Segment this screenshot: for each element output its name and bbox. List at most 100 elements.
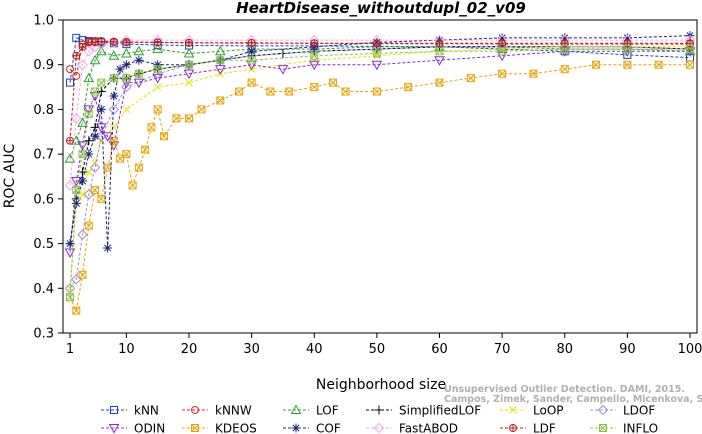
series-line-kdeos bbox=[69, 64, 690, 313]
data-point-cof bbox=[90, 131, 100, 141]
watermark-citation: Unsupervised Outlier Detection. DAMI, 20… bbox=[444, 384, 685, 395]
legend-label-knnw: kNNW bbox=[215, 404, 252, 418]
data-point-ldof bbox=[121, 81, 132, 93]
series-line-knn bbox=[69, 37, 691, 83]
data-point-ldf bbox=[372, 39, 381, 48]
data-point-inflo bbox=[435, 47, 444, 56]
data-point-kdeos bbox=[435, 78, 444, 87]
data-point-kdeos bbox=[560, 65, 569, 74]
data-point-cof bbox=[96, 104, 106, 114]
data-point-kdeos bbox=[654, 60, 663, 69]
data-point-lof bbox=[152, 43, 164, 54]
data-point-fastabod bbox=[64, 180, 76, 191]
data-point-loop bbox=[109, 123, 118, 132]
data-point-ldf bbox=[109, 37, 118, 46]
y-tick-label: 0.3 bbox=[33, 327, 54, 342]
data-point-odin bbox=[77, 141, 88, 151]
data-point-knnw bbox=[72, 71, 81, 80]
y-tick-label: 0.4 bbox=[33, 282, 54, 297]
x-axis-title: Neighborhood size bbox=[316, 377, 446, 393]
data-point-odin bbox=[496, 51, 508, 62]
x-tick-label: 20 bbox=[181, 342, 198, 357]
legend-item-ldof: LDOF bbox=[590, 404, 655, 418]
data-point-ldof bbox=[64, 283, 76, 294]
legend-marker-knnw bbox=[191, 406, 199, 414]
data-point-knn bbox=[72, 33, 81, 42]
legend-label-cof: COF bbox=[316, 422, 341, 434]
x-tick-label: 30 bbox=[243, 342, 260, 357]
data-point-loop bbox=[373, 51, 381, 60]
data-point-kdeos bbox=[91, 185, 100, 194]
data-point-ldf bbox=[247, 38, 256, 47]
data-point-lof bbox=[95, 45, 107, 56]
data-point-kdeos bbox=[404, 83, 413, 92]
y-tick-label: 0.9 bbox=[33, 58, 54, 73]
data-point-kdeos bbox=[329, 78, 338, 87]
plot-area bbox=[62, 19, 698, 334]
data-point-simplifiedlof bbox=[90, 122, 100, 132]
data-point-fastabod bbox=[83, 46, 94, 57]
data-point-inflo bbox=[97, 78, 106, 87]
data-point-kdeos bbox=[78, 270, 87, 279]
data-point-kdeos bbox=[184, 114, 193, 123]
legend-marker-simplifiedlof bbox=[374, 405, 384, 415]
data-point-loop bbox=[153, 83, 162, 91]
data-point-inflo bbox=[372, 49, 381, 58]
data-point-kdeos bbox=[498, 69, 507, 78]
x-axis: 1 10 20 30 40 50 60 70 80 90 100 bbox=[66, 333, 702, 357]
data-point-ldf bbox=[97, 37, 106, 46]
legend-label-loop: LoOP bbox=[533, 404, 564, 418]
data-point-ldof bbox=[89, 162, 101, 173]
y-tick-label: 0.7 bbox=[33, 148, 54, 163]
data-point-inflo bbox=[686, 45, 694, 54]
data-point-cof bbox=[622, 33, 632, 43]
data-point-ldf bbox=[91, 38, 100, 47]
data-point-inflo bbox=[560, 45, 569, 54]
legend-label-fastabod: FastABOD bbox=[399, 422, 458, 434]
data-point-odin bbox=[434, 56, 445, 66]
data-point-odin bbox=[133, 78, 145, 89]
data-point-ldf bbox=[78, 42, 87, 51]
data-point-inflo bbox=[623, 45, 632, 54]
data-point-inflo bbox=[498, 47, 507, 56]
data-point-ldof bbox=[77, 229, 88, 240]
legend-item-lof: LOF bbox=[283, 404, 339, 418]
x-tick-label: 100 bbox=[678, 342, 702, 357]
legend-marker-lof bbox=[290, 404, 302, 414]
data-point-kdeos bbox=[592, 60, 601, 69]
data-point-cof bbox=[153, 60, 163, 70]
series-line-cof bbox=[69, 35, 691, 249]
legend-marker-cof bbox=[291, 423, 301, 433]
data-point-simplifiedlof bbox=[84, 136, 94, 146]
legend-marker-odin bbox=[108, 424, 120, 434]
data-point-odin bbox=[183, 69, 195, 80]
data-point-cof bbox=[65, 239, 75, 249]
data-point-kdeos bbox=[153, 105, 162, 114]
y-tick-label: 1.0 bbox=[33, 14, 54, 29]
data-point-odin bbox=[371, 60, 383, 71]
y-tick-label: 0.6 bbox=[33, 192, 54, 207]
data-point-kdeos bbox=[623, 60, 632, 69]
legend-marker-loop bbox=[509, 406, 517, 414]
data-point-kdeos bbox=[84, 221, 93, 230]
data-point-odin bbox=[64, 248, 76, 259]
y-tick-label: 0.8 bbox=[33, 103, 54, 118]
legend-marker-inflo bbox=[599, 424, 607, 432]
data-point-inflo bbox=[184, 60, 193, 69]
data-point-odin bbox=[102, 132, 113, 142]
data-point-kdeos bbox=[128, 181, 137, 190]
x-tick-label: 60 bbox=[431, 342, 448, 357]
data-point-cof bbox=[103, 243, 113, 253]
data-point-fastabod bbox=[77, 59, 88, 70]
data-point-ldf bbox=[498, 39, 507, 48]
data-point-odin bbox=[152, 74, 164, 84]
data-point-inflo bbox=[310, 51, 319, 60]
data-point-kdeos bbox=[172, 114, 181, 123]
legend-item-inflo: INFLO bbox=[590, 422, 658, 434]
x-tick-label: 70 bbox=[494, 342, 511, 357]
data-point-odin bbox=[308, 60, 320, 71]
data-point-ldf bbox=[435, 39, 444, 48]
legend-marker-knn bbox=[110, 406, 118, 414]
data-point-loop bbox=[84, 168, 93, 176]
